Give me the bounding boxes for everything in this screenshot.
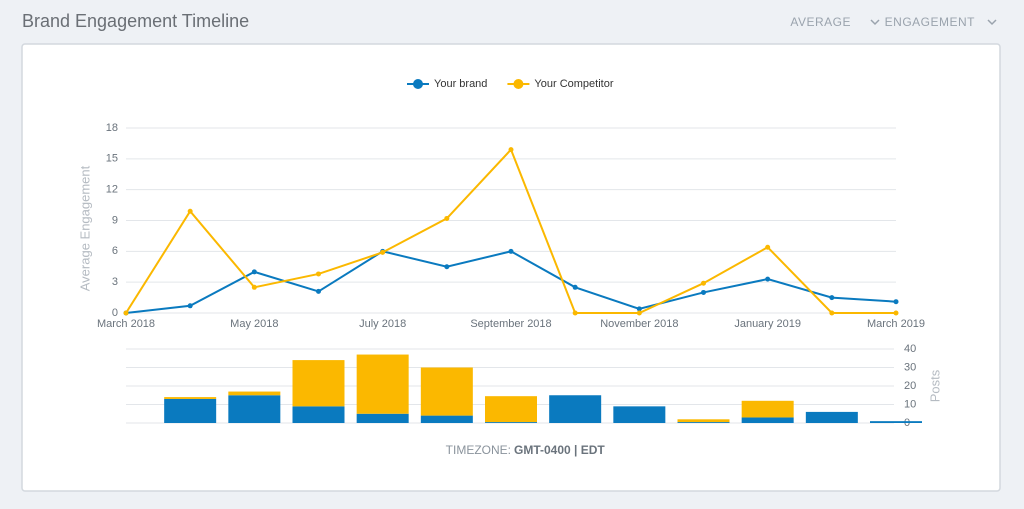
point (316, 288, 321, 294)
dropdown-average[interactable]: AVERAGE (790, 15, 851, 29)
point (636, 310, 642, 316)
bar (292, 406, 345, 423)
point (893, 310, 899, 316)
point (636, 306, 642, 312)
y-tick-label: 40 (904, 343, 916, 355)
x-tick-label: November 2018 (600, 318, 678, 330)
footer-label: TIMEZONE: (446, 443, 511, 457)
y-tick-label: 3 (112, 276, 118, 288)
legend-label: Your Competitor (534, 78, 613, 90)
point (508, 248, 514, 254)
x-tick-label: January 2019 (734, 318, 801, 330)
legend-marker (413, 79, 423, 89)
legend-label: Your brand (434, 78, 487, 90)
chevron[interactable] (987, 19, 997, 26)
y-tick-label: 15 (106, 153, 118, 165)
y-tick-label: 10 (904, 398, 916, 410)
point (572, 310, 578, 316)
y-tick-label: 18 (106, 122, 118, 134)
bar (228, 395, 281, 423)
bar (870, 421, 922, 423)
point (765, 244, 771, 250)
bar (420, 415, 473, 423)
point (572, 284, 578, 290)
card (21, 43, 1001, 492)
point (444, 264, 450, 270)
widget-title: Brand Engagement Timeline (22, 11, 249, 31)
bar (485, 422, 537, 423)
x-tick-label: September 2018 (470, 318, 551, 330)
point (444, 215, 450, 221)
bar (613, 406, 666, 423)
bar (805, 411, 858, 423)
y-tick-label: 20 (904, 380, 916, 392)
bar (164, 397, 217, 399)
y-axis-label: Average Engagement (77, 165, 92, 291)
point (765, 276, 771, 282)
x-tick-label: March 2019 (867, 318, 925, 330)
point (829, 295, 835, 301)
point (187, 303, 193, 309)
y-tick-label: 9 (112, 214, 118, 226)
point (893, 299, 899, 305)
point (251, 269, 257, 275)
footer-value: GMT-0400 | EDT (514, 443, 605, 457)
bar (228, 391, 281, 396)
bar (356, 354, 409, 414)
bar (164, 398, 217, 423)
point (701, 280, 706, 286)
bar (420, 367, 473, 416)
y-tick-label: 30 (904, 361, 916, 373)
chevron[interactable] (870, 19, 880, 26)
dropdown-engagement[interactable]: ENGAGEMENT (885, 15, 976, 29)
y-tick-label: 6 (112, 245, 118, 257)
point (380, 249, 386, 255)
y-tick-label: 12 (106, 184, 118, 196)
bar (485, 396, 537, 423)
bar (741, 417, 794, 423)
bar (549, 395, 602, 423)
bar (292, 360, 345, 407)
point (829, 310, 835, 316)
bar (677, 422, 730, 423)
y-axis-label: Posts (927, 369, 942, 402)
point (701, 289, 706, 295)
x-tick-label: July 2018 (359, 318, 406, 330)
point (508, 147, 514, 153)
bar (356, 413, 409, 423)
point (251, 284, 257, 290)
x-tick-label: May 2018 (230, 318, 278, 330)
point (187, 208, 193, 214)
bar (677, 419, 730, 423)
point (123, 310, 129, 316)
y-tick-label: 0 (112, 307, 118, 319)
x-tick-label: March 2018 (97, 318, 155, 330)
point (316, 271, 321, 277)
legend-marker (513, 79, 524, 89)
bar (741, 400, 794, 418)
